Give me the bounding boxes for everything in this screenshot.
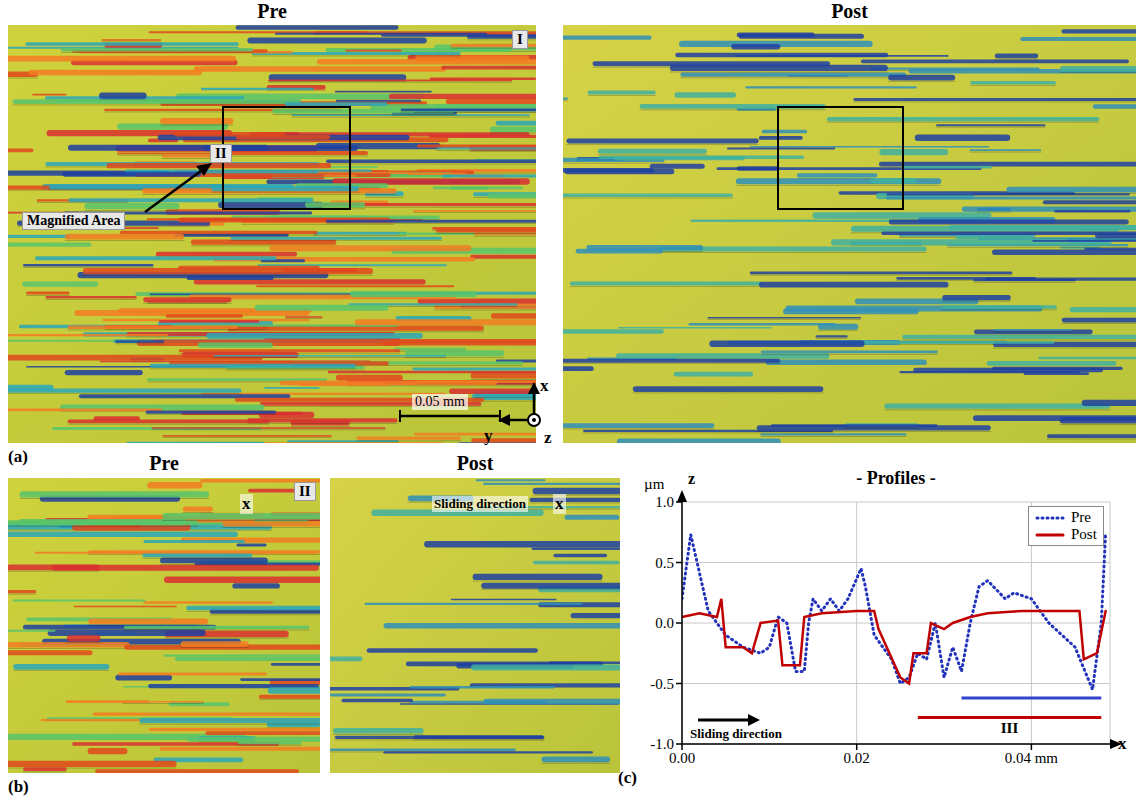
svg-text:0.04 mm: 0.04 mm <box>1005 750 1059 766</box>
html-text:x: x <box>242 494 251 513</box>
html-text:Post: Post <box>1071 526 1097 542</box>
svg-text:1.0: 1.0 <box>655 494 674 510</box>
html-text:Pre: Pre <box>1071 509 1091 525</box>
html-text:II: II <box>299 483 311 499</box>
html-text:Magnified Area: Magnified Area <box>27 213 121 228</box>
svg-text:III: III <box>1001 720 1019 736</box>
html-text:Sliding direction: Sliding direction <box>434 496 526 511</box>
svg-text:-1.0: -1.0 <box>650 736 674 752</box>
html-text:(b): (b) <box>8 777 29 796</box>
html-text:- Profiles -: - Profiles - <box>856 468 936 488</box>
svg-text:0.0: 0.0 <box>655 615 674 631</box>
svg-text:0.5: 0.5 <box>655 555 674 571</box>
html-text:x: x <box>1118 734 1127 753</box>
html-text:Post: Post <box>831 0 868 22</box>
html-text:Sliding direction: Sliding direction <box>690 726 782 741</box>
html-text:x: x <box>540 376 549 395</box>
html-text:(a): (a) <box>8 447 28 466</box>
svg-text:0.00: 0.00 <box>668 749 696 766</box>
html-text:I: I <box>517 31 523 47</box>
html-text:µm: µm <box>644 476 665 492</box>
svg-text:0.02: 0.02 <box>844 750 870 766</box>
html-text:Pre: Pre <box>257 0 287 22</box>
html-text:Post: Post <box>456 452 494 474</box>
html-text:II: II <box>215 145 227 161</box>
html-text:y: y <box>484 426 493 445</box>
html-text:Pre: Pre <box>149 452 179 474</box>
html-text:x: x <box>555 494 564 513</box>
svg-text:-0.5: -0.5 <box>650 676 674 692</box>
html-text:z: z <box>688 470 696 487</box>
html-text:z: z <box>544 428 552 447</box>
html-text:0.05 mm: 0.05 mm <box>415 394 465 409</box>
html-text:(c): (c) <box>618 768 637 787</box>
